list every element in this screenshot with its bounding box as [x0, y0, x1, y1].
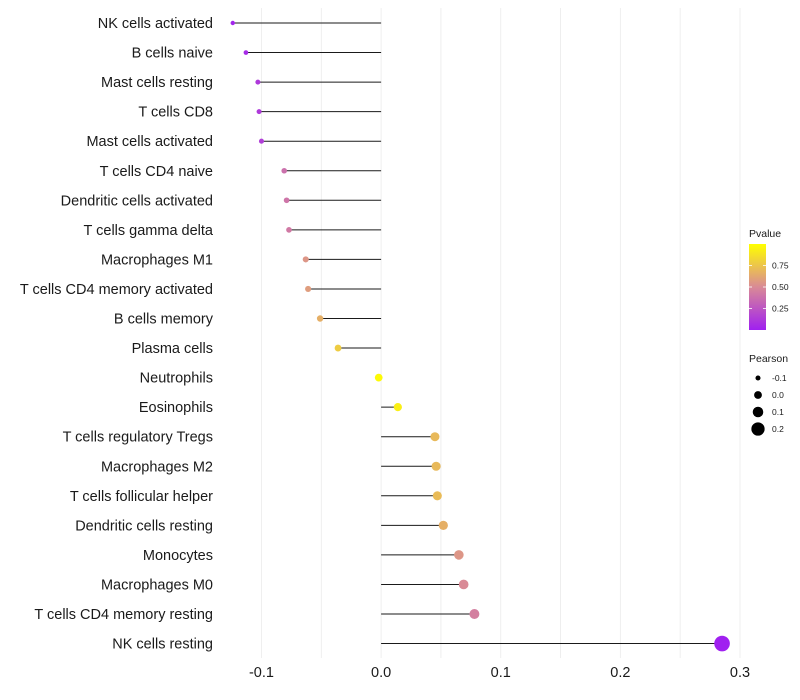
point-11 — [316, 315, 324, 322]
point-6 — [281, 167, 287, 174]
legend-pvalue-tick-label: 0.25 — [772, 304, 789, 314]
points — [230, 20, 730, 652]
legend-pearson-label: 0.2 — [772, 424, 784, 434]
x-tick-label: 0.1 — [491, 665, 511, 681]
legend-pearson-title: Pearson — [749, 353, 788, 365]
point-10 — [305, 285, 312, 293]
point-14 — [393, 403, 402, 412]
x-tick-label: 0.0 — [371, 665, 391, 681]
y-label: T cells CD4 memory activated — [20, 282, 213, 298]
y-label: T cells CD8 — [138, 105, 213, 121]
point-3 — [255, 79, 261, 85]
y-label: T cells CD4 memory resting — [34, 607, 213, 623]
y-label: NK cells resting — [112, 637, 213, 653]
legend-pearson: Pearson -0.1 0.0 0.1 0.2 — [749, 353, 788, 436]
legend-pearson-label: -0.1 — [772, 373, 787, 383]
point-19 — [454, 550, 464, 560]
y-label: T cells gamma delta — [84, 223, 214, 239]
y-label: Dendritic cells resting — [75, 518, 213, 534]
y-label: T cells regulatory Tregs — [63, 430, 213, 446]
point-21 — [469, 609, 480, 619]
stems — [232, 22, 723, 645]
legend-pearson-label: 0.1 — [772, 407, 784, 417]
y-label: Macrophages M2 — [101, 459, 213, 475]
point-16 — [431, 461, 441, 471]
legend-pvalue-colorbar — [749, 244, 766, 330]
point-12 — [334, 344, 342, 352]
point-9 — [302, 256, 309, 263]
point-4 — [256, 109, 262, 115]
x-tick-label: 0.2 — [610, 665, 630, 681]
legend-pearson-dot — [754, 391, 762, 399]
legend-pearson-dot — [751, 422, 765, 436]
y-label: Monocytes — [143, 548, 213, 564]
legend-pvalue-title: Pvalue — [749, 228, 781, 240]
y-axis-labels: NK cells activated B cells naive Mast cell… — [20, 16, 214, 653]
legend-pearson-dot — [755, 375, 761, 381]
point-13 — [374, 373, 383, 382]
point-5 — [258, 138, 265, 144]
y-label: Eosinophils — [139, 400, 213, 416]
y-label: T cells follicular helper — [70, 489, 213, 505]
point-7 — [283, 197, 290, 204]
x-axis-labels: -0.1 0.0 0.1 0.2 0.3 — [249, 665, 750, 681]
point-1 — [230, 20, 235, 26]
y-label: Plasma cells — [132, 341, 213, 357]
point-20 — [458, 579, 469, 590]
point-8 — [286, 227, 292, 233]
y-label: B cells naive — [132, 46, 213, 62]
gridlines — [261, 8, 741, 658]
y-label: B cells memory — [114, 312, 214, 328]
legend-pearson-dot — [752, 406, 764, 418]
y-label: NK cells activated — [98, 16, 213, 32]
point-15 — [430, 432, 440, 442]
point-22 — [714, 635, 730, 652]
legend-pearson-label: 0.0 — [772, 390, 784, 400]
legend-pvalue: Pvalue 0.25 0.50 0.75 — [749, 228, 789, 330]
y-label: Mast cells activated — [86, 134, 213, 150]
y-label: Dendritic cells activated — [61, 193, 213, 209]
legend-pvalue-tick-label: 0.75 — [772, 261, 789, 271]
point-2 — [243, 50, 249, 55]
y-label: Macrophages M1 — [101, 252, 213, 268]
point-18 — [438, 520, 448, 530]
y-label: Mast cells resting — [101, 75, 213, 91]
y-label: T cells CD4 naive — [100, 164, 213, 180]
x-tick-label: 0.3 — [730, 665, 750, 681]
legend-pvalue-tick-label: 0.50 — [772, 282, 789, 292]
point-17 — [432, 491, 442, 501]
y-label: Macrophages M0 — [101, 577, 213, 593]
x-tick-label: -0.1 — [249, 665, 274, 681]
y-label: Neutrophils — [140, 371, 213, 387]
